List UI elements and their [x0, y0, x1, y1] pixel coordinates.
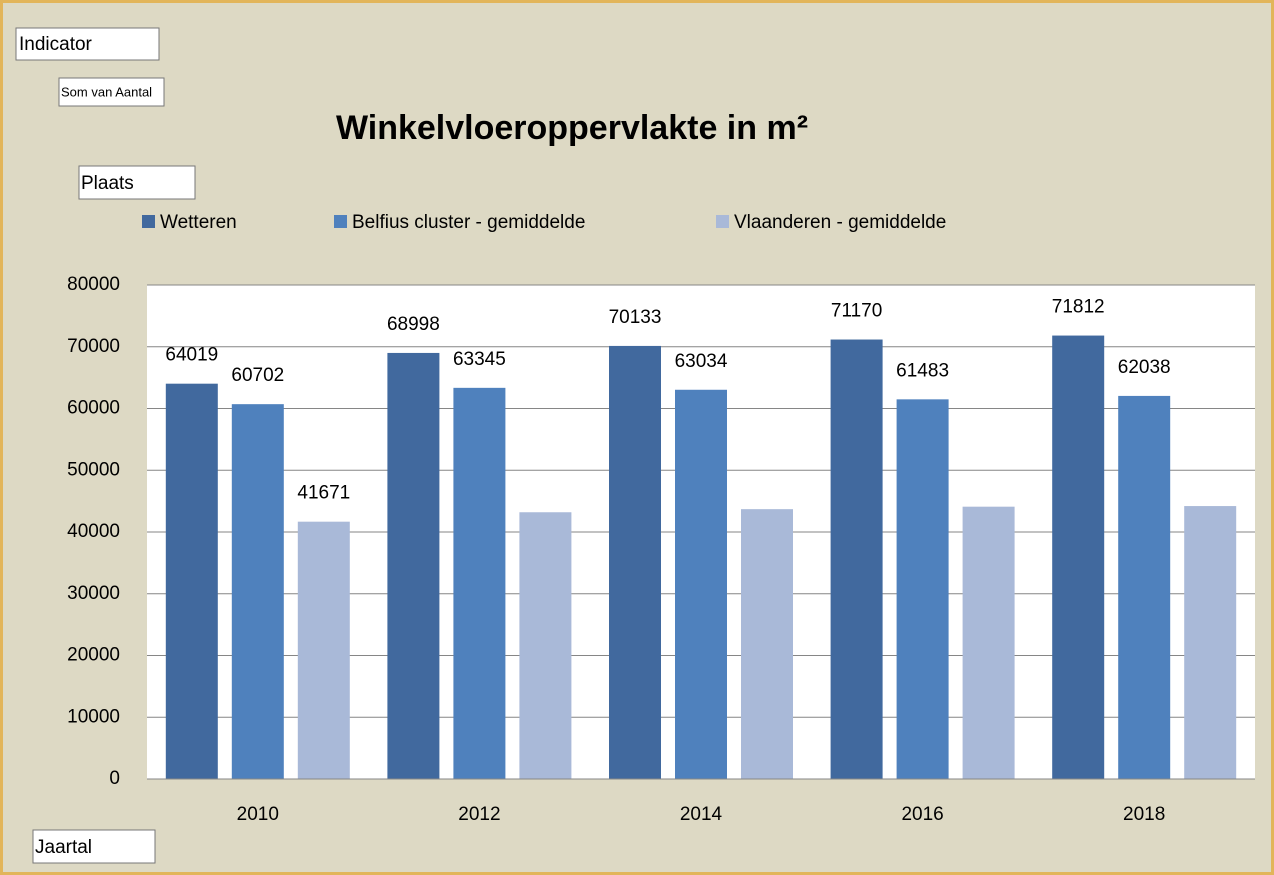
field-button[interactable]: [78, 165, 196, 200]
data-label: 63034: [675, 351, 728, 372]
field-label[interactable]: Plaats: [81, 173, 134, 194]
x-tick-label: 2012: [458, 804, 500, 825]
bar: [609, 345, 661, 779]
y-tick-label: 80000: [67, 274, 120, 295]
x-tick-label: 2014: [680, 804, 723, 825]
bar: [165, 383, 218, 779]
legend-swatch: [334, 215, 347, 228]
legend-label: Vlaanderen - gemiddelde: [734, 212, 946, 233]
y-tick-label: 30000: [67, 583, 120, 604]
field-label[interactable]: Jaartal: [35, 837, 92, 858]
x-tick-label: 2010: [237, 804, 279, 825]
data-label: 41671: [297, 483, 350, 504]
field-button[interactable]: [15, 27, 160, 61]
bar: [1052, 335, 1105, 779]
field-measure[interactable]: Som van Aantal: [58, 77, 165, 107]
y-tick-label: 60000: [67, 398, 120, 419]
field-button[interactable]: [32, 829, 156, 864]
field-series[interactable]: Plaats: [78, 165, 196, 200]
data-label: 71812: [1052, 297, 1105, 318]
legend-swatch: [142, 215, 155, 228]
data-label: 60702: [231, 365, 284, 386]
bar: [231, 404, 284, 779]
x-tick-label: 2018: [1123, 804, 1165, 825]
legend-label: Belfius cluster - gemiddelde: [352, 212, 585, 233]
legend-label: Wetteren: [160, 212, 237, 233]
field-label[interactable]: Som van Aantal: [61, 84, 152, 99]
chart-title: Winkelvloeroppervlakte in m²: [336, 109, 808, 147]
bar: [519, 512, 572, 779]
y-tick-label: 0: [109, 768, 120, 789]
bar: [387, 352, 440, 779]
y-tick-label: 20000: [67, 645, 120, 666]
field-indicator[interactable]: Indicator: [15, 27, 160, 61]
y-tick-label: 50000: [67, 459, 120, 480]
bar: [830, 339, 883, 779]
bar: [962, 506, 1015, 779]
bar: [297, 521, 350, 779]
data-label: 64019: [165, 345, 218, 366]
field-axis[interactable]: Jaartal: [32, 829, 156, 864]
field-button[interactable]: [58, 77, 165, 107]
data-label: 71170: [831, 301, 882, 322]
bar: [675, 389, 727, 779]
data-label: 68998: [387, 314, 440, 335]
data-label: 61483: [896, 360, 949, 381]
data-label: 62038: [1118, 357, 1171, 378]
bar: [1118, 395, 1171, 779]
y-tick-label: 70000: [67, 336, 120, 357]
bar: [453, 387, 506, 779]
bar: [1184, 506, 1237, 779]
x-tick-label: 2016: [901, 804, 943, 825]
bar: [741, 509, 793, 779]
y-tick-label: 40000: [67, 521, 120, 542]
data-label: 63345: [453, 349, 506, 370]
y-tick-label: 10000: [67, 706, 120, 727]
bar: [896, 399, 949, 779]
field-label[interactable]: Indicator: [19, 34, 93, 55]
data-label: 70133: [609, 307, 662, 328]
legend-swatch: [716, 215, 729, 228]
